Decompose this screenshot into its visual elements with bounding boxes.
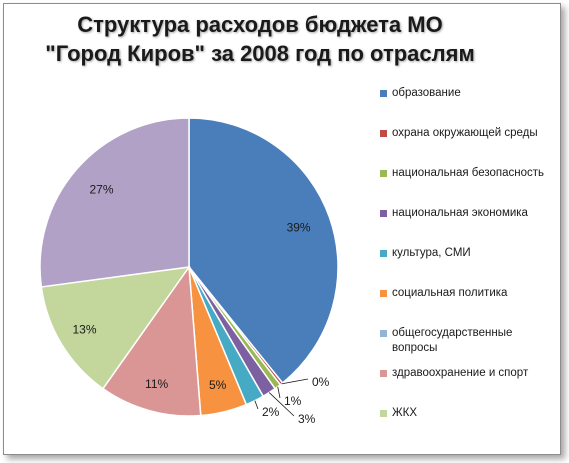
- pie-slice: [39, 117, 190, 288]
- legend-item: ЖКХ: [380, 406, 560, 421]
- slice-label: 39%: [287, 220, 311, 234]
- legend-item: охрана окружающей среды: [380, 126, 560, 141]
- legend-swatch: [380, 370, 387, 377]
- legend-swatch: [380, 130, 387, 137]
- legend-label: культура, СМИ: [392, 247, 471, 259]
- leader-line: [277, 386, 281, 399]
- legend-label: ЖКХ: [392, 407, 417, 419]
- slice-label: 2%: [262, 405, 280, 419]
- legend-label: здравоохранение и спорт: [392, 367, 529, 379]
- pie-slice: [40, 266, 191, 390]
- slice-label: 5%: [209, 378, 227, 392]
- legend-item: социальная политика: [380, 286, 560, 301]
- legend-item: общегосударственные вопросы: [380, 326, 560, 356]
- pie-slice: [188, 117, 339, 385]
- legend-swatch: [380, 170, 387, 177]
- legend-swatch: [380, 250, 387, 257]
- slice-label: 27%: [89, 183, 113, 197]
- slice-label: 13%: [72, 322, 96, 336]
- legend-swatch: [380, 410, 387, 417]
- legend-label: охрана окружающей среды: [392, 127, 538, 139]
- slice-label: 0%: [312, 375, 330, 389]
- leader-line: [281, 378, 309, 385]
- legend-swatch: [380, 90, 387, 97]
- legend-item: здравоохранение и спорт: [380, 366, 560, 381]
- legend-swatch: [380, 290, 387, 297]
- slice-label: 3%: [298, 412, 316, 426]
- legend-item: национальная безопасность: [380, 166, 560, 181]
- pie-slice: [101, 264, 202, 417]
- legend-label: национальная безопасность: [392, 167, 545, 179]
- slice-label: 11%: [145, 377, 168, 391]
- legend-label: национальная экономика: [392, 207, 528, 219]
- leader-line: [254, 400, 259, 410]
- legend-item: культура, СМИ: [380, 246, 560, 261]
- legend-label: социальная политика: [392, 287, 508, 299]
- slice-label: 1%: [284, 394, 302, 408]
- chart-title: Структура расходов бюджета МО "Город Кир…: [45, 12, 475, 66]
- leader-line: [268, 392, 295, 417]
- legend-swatch: [380, 210, 387, 217]
- legend-label: общегосударственные вопросы: [392, 327, 513, 354]
- legend-item: образование: [380, 86, 560, 101]
- legend-item: национальная экономика: [380, 206, 560, 221]
- legend-label: образование: [392, 87, 461, 99]
- legend-swatch: [380, 330, 387, 337]
